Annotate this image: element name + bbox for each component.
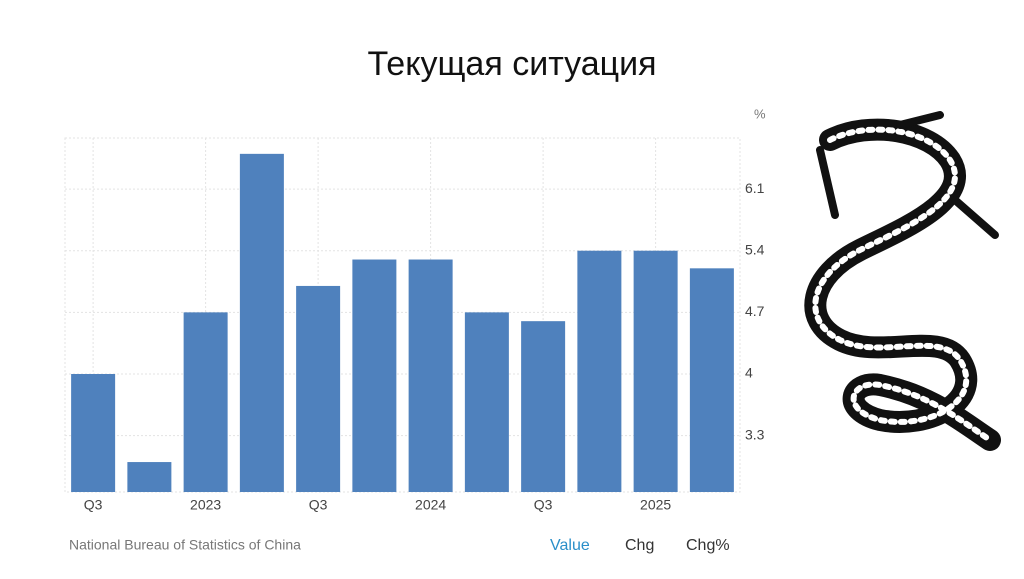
tab[interactable]: Chg%	[686, 537, 730, 554]
bar	[633, 250, 678, 492]
tab[interactable]: Value	[550, 537, 590, 554]
x-tick-label: 2024	[415, 497, 446, 513]
bar	[71, 374, 116, 492]
y-tick-label: 4	[745, 365, 753, 381]
y-tick-label: 4.7	[745, 303, 765, 319]
bar	[127, 462, 172, 492]
bar	[577, 250, 622, 492]
y-tick-label: 3.3	[745, 426, 765, 442]
tab[interactable]: Chg	[625, 537, 654, 554]
y-tick-label: 6.1	[745, 180, 765, 196]
bar	[408, 259, 453, 492]
dragon-illustration	[804, 111, 1001, 451]
x-tick-label: Q3	[309, 497, 328, 513]
y-tick-label: 5.4	[745, 241, 765, 257]
bar	[239, 153, 284, 492]
unit-label: %	[754, 106, 766, 121]
source: National Bureau of Statistics of China	[69, 537, 301, 553]
x-tick-label: Q3	[84, 497, 103, 513]
slide-title: Текущая ситуация	[367, 45, 656, 83]
bar	[296, 285, 341, 492]
bar	[521, 321, 566, 492]
x-tick-label: Q3	[534, 497, 553, 513]
bar	[352, 259, 397, 492]
bar	[183, 312, 228, 492]
x-tick-label: 2025	[640, 497, 671, 513]
bar	[689, 268, 734, 492]
x-tick-label: 2023	[190, 497, 221, 513]
plot-frame	[64, 137, 741, 493]
bar	[464, 312, 509, 492]
